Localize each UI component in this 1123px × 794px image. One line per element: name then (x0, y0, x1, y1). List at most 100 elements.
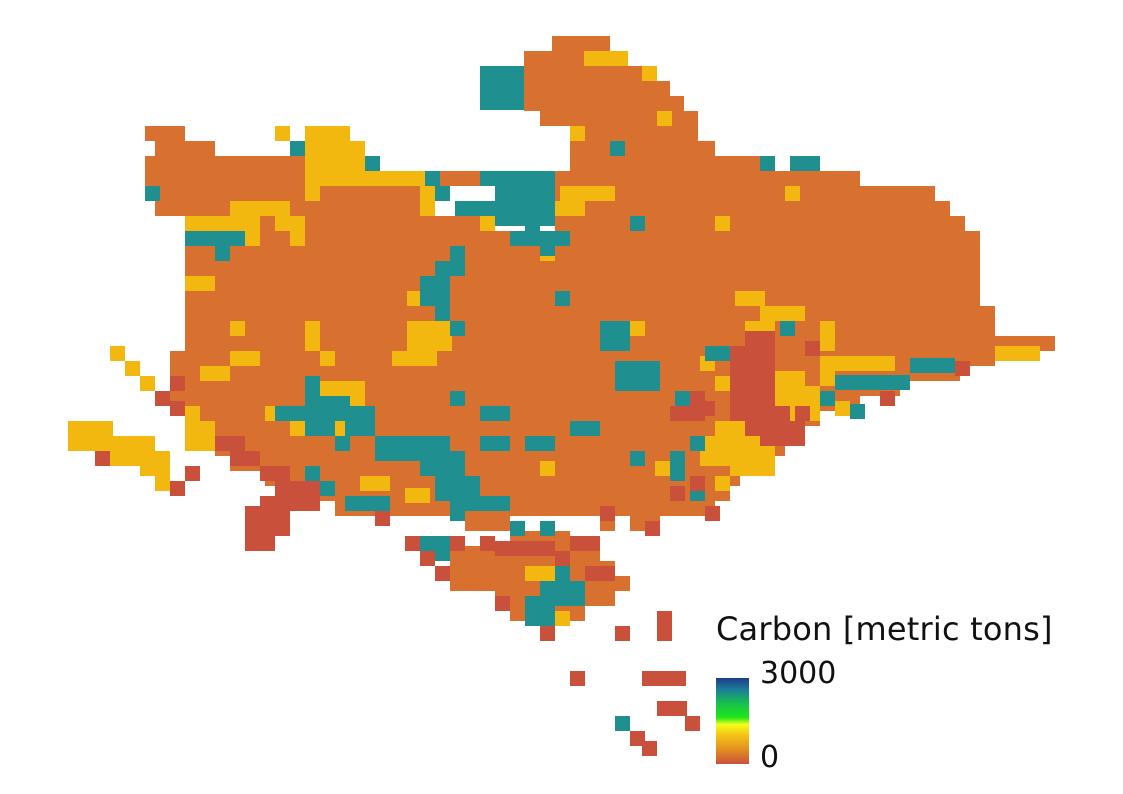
carbon-cells-lowest (95, 331, 970, 756)
map-cell (715, 376, 730, 391)
map-cell (215, 436, 245, 451)
map-cell (435, 566, 450, 581)
map-cell (365, 156, 380, 171)
map-cell (450, 506, 465, 521)
map-cell (305, 321, 320, 351)
map-cell (420, 551, 435, 566)
map-cell (525, 566, 555, 581)
map-cell (420, 186, 435, 216)
map-cell (495, 171, 555, 201)
map-cell (480, 436, 510, 451)
map-cell (185, 466, 200, 481)
map-cell (305, 171, 425, 186)
map-cell (525, 436, 555, 451)
map-cell (630, 321, 645, 336)
map-cell (230, 451, 260, 466)
map-cell (570, 536, 600, 551)
colorbar (716, 678, 749, 764)
map-cell (615, 626, 630, 641)
map-cell (275, 126, 290, 141)
carbon-cells-yellow (68, 51, 1040, 626)
map-cell (305, 376, 320, 406)
map-cell (185, 231, 520, 246)
map-cell (375, 511, 390, 526)
map-cell (200, 436, 215, 451)
map-cell (880, 391, 895, 406)
map-cell (305, 186, 320, 201)
map-cell (745, 461, 775, 476)
map-cell (552, 36, 610, 51)
map-cell (335, 436, 350, 451)
map-cell (95, 451, 110, 466)
map-cell (230, 201, 290, 216)
map-cell (555, 201, 950, 216)
map-cell (760, 156, 775, 171)
map-cell (495, 201, 555, 226)
map-cell (155, 201, 430, 216)
map-cell (615, 361, 660, 391)
map-cell (657, 611, 672, 641)
map-cell (657, 111, 672, 126)
map-cell (405, 488, 430, 503)
map-cell (600, 321, 630, 351)
map-cell (200, 421, 215, 436)
map-cell (200, 366, 230, 381)
map-cell (480, 216, 495, 231)
map-cell (790, 156, 820, 171)
map-cell (335, 501, 715, 516)
map-cell (407, 321, 452, 351)
map-cell (760, 306, 805, 321)
map-cell (555, 216, 965, 231)
map-cell (185, 276, 215, 291)
map-cell (170, 351, 995, 366)
map-cell (715, 476, 730, 491)
map-cell (850, 404, 865, 419)
map-cell (275, 406, 345, 421)
map-cell (145, 126, 185, 141)
map-cell (955, 361, 970, 376)
map-cell (145, 156, 305, 171)
map-cell (290, 216, 305, 246)
map-cell (524, 96, 684, 111)
map-cell (450, 246, 465, 261)
map-cell (305, 141, 365, 171)
map-cell (560, 186, 615, 201)
map-cell (642, 741, 657, 756)
map-cell (655, 461, 670, 476)
map-cell (600, 506, 615, 521)
map-cell (835, 401, 850, 416)
legend-title: Carbon [metric tons] (716, 610, 1053, 648)
map-cell (320, 481, 335, 496)
map-cell (407, 291, 422, 306)
map-cell (185, 276, 980, 291)
map-cell (275, 481, 320, 496)
map-cell (675, 391, 690, 406)
map-cell (730, 461, 745, 476)
map-cell (495, 541, 555, 556)
map-cell (170, 401, 185, 416)
map-cell (700, 401, 715, 416)
map-cell (805, 341, 820, 356)
map-cell (780, 321, 795, 336)
map-cell (630, 451, 645, 466)
map-cell (584, 51, 628, 66)
map-cell (145, 186, 305, 201)
map-cell (690, 476, 705, 491)
map-cell (290, 421, 305, 436)
map-cell (540, 241, 555, 256)
map-cell (705, 346, 720, 361)
map-cell (610, 141, 625, 156)
map-cell (465, 516, 510, 531)
map-cell (670, 486, 685, 501)
map-cell (670, 406, 700, 421)
map-cell (290, 141, 305, 156)
map-cell (420, 451, 465, 476)
map-cell (835, 375, 910, 390)
map-cell (630, 731, 645, 746)
map-cell (555, 566, 570, 581)
map-cell (670, 451, 685, 481)
map-cell (125, 361, 140, 376)
legend-max-label: 3000 (760, 656, 837, 691)
map-cell (435, 186, 450, 201)
map-cell (155, 476, 170, 491)
